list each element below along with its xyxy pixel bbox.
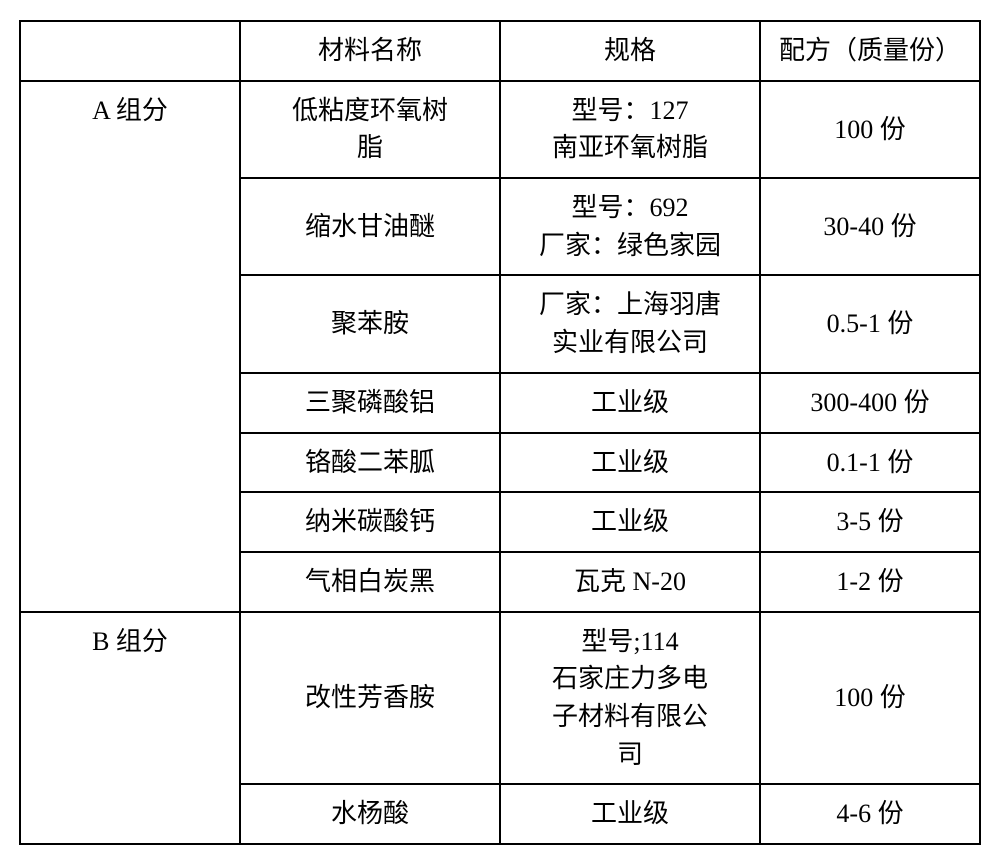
formula-cell: 0.5-1 份 <box>760 275 980 372</box>
formula-cell: 4-6 份 <box>760 784 980 844</box>
material-cell: 纳米碳酸钙 <box>240 492 500 552</box>
formula-cell: 300-400 份 <box>760 373 980 433</box>
spec-cell-line: 工业级 <box>509 444 751 482</box>
material-cell: 三聚磷酸铝 <box>240 373 500 433</box>
material-cell-line: 纳米碳酸钙 <box>249 503 491 541</box>
spec-cell-line: 司 <box>509 736 751 774</box>
formula-cell: 30-40 份 <box>760 178 980 275</box>
material-cell-line: 水杨酸 <box>249 795 491 833</box>
spec-cell: 工业级 <box>500 784 760 844</box>
material-cell-line: 聚苯胺 <box>249 305 491 343</box>
material-cell: 聚苯胺 <box>240 275 500 372</box>
formula-cell: 3-5 份 <box>760 492 980 552</box>
material-cell: 水杨酸 <box>240 784 500 844</box>
spec-cell-line: 厂家：绿色家园 <box>509 227 751 265</box>
material-cell-line: 低粘度环氧树 <box>249 92 491 130</box>
formula-cell: 1-2 份 <box>760 552 980 612</box>
spec-cell: 型号;114石家庄力多电子材料有限公司 <box>500 612 760 785</box>
materials-table: 材料名称规格配方（质量份）A 组分低粘度环氧树脂型号：127南亚环氧树脂100 … <box>19 20 981 845</box>
spec-cell-line: 型号：127 <box>509 92 751 130</box>
spec-cell-line: 工业级 <box>509 384 751 422</box>
spec-cell-line: 石家庄力多电 <box>509 660 751 698</box>
header-formula: 配方（质量份） <box>760 21 980 81</box>
material-cell: 缩水甘油醚 <box>240 178 500 275</box>
spec-cell: 厂家：上海羽唐实业有限公司 <box>500 275 760 372</box>
spec-cell: 型号：127南亚环氧树脂 <box>500 81 760 178</box>
spec-cell-line: 瓦克 N-20 <box>509 563 751 601</box>
spec-cell: 工业级 <box>500 492 760 552</box>
spec-cell-line: 型号：692 <box>509 189 751 227</box>
spec-cell: 瓦克 N-20 <box>500 552 760 612</box>
table-row: B 组分改性芳香胺型号;114石家庄力多电子材料有限公司100 份 <box>20 612 980 785</box>
spec-cell-line: 厂家：上海羽唐 <box>509 286 751 324</box>
material-cell: 改性芳香胺 <box>240 612 500 785</box>
material-cell: 铬酸二苯胍 <box>240 433 500 493</box>
spec-cell-line: 工业级 <box>509 503 751 541</box>
spec-cell-line: 工业级 <box>509 795 751 833</box>
header-group <box>20 21 240 81</box>
spec-cell-line: 型号;114 <box>509 623 751 661</box>
material-cell: 低粘度环氧树脂 <box>240 81 500 178</box>
formula-cell: 100 份 <box>760 81 980 178</box>
material-cell-line: 三聚磷酸铝 <box>249 384 491 422</box>
header-row: 材料名称规格配方（质量份） <box>20 21 980 81</box>
spec-cell: 工业级 <box>500 433 760 493</box>
spec-cell-line: 南亚环氧树脂 <box>509 129 751 167</box>
group-label: A 组分 <box>20 81 240 612</box>
header-material: 材料名称 <box>240 21 500 81</box>
material-cell-line: 缩水甘油醚 <box>249 208 491 246</box>
table-body: 材料名称规格配方（质量份）A 组分低粘度环氧树脂型号：127南亚环氧树脂100 … <box>20 21 980 844</box>
group-label: B 组分 <box>20 612 240 844</box>
spec-cell-line: 实业有限公司 <box>509 324 751 362</box>
material-cell-line: 脂 <box>249 129 491 167</box>
material-cell-line: 铬酸二苯胍 <box>249 444 491 482</box>
formula-cell: 0.1-1 份 <box>760 433 980 493</box>
material-cell: 气相白炭黑 <box>240 552 500 612</box>
spec-cell: 型号：692厂家：绿色家园 <box>500 178 760 275</box>
material-cell-line: 改性芳香胺 <box>249 679 491 717</box>
spec-cell-line: 子材料有限公 <box>509 698 751 736</box>
formula-cell: 100 份 <box>760 612 980 785</box>
table-row: A 组分低粘度环氧树脂型号：127南亚环氧树脂100 份 <box>20 81 980 178</box>
header-spec: 规格 <box>500 21 760 81</box>
spec-cell: 工业级 <box>500 373 760 433</box>
material-cell-line: 气相白炭黑 <box>249 563 491 601</box>
